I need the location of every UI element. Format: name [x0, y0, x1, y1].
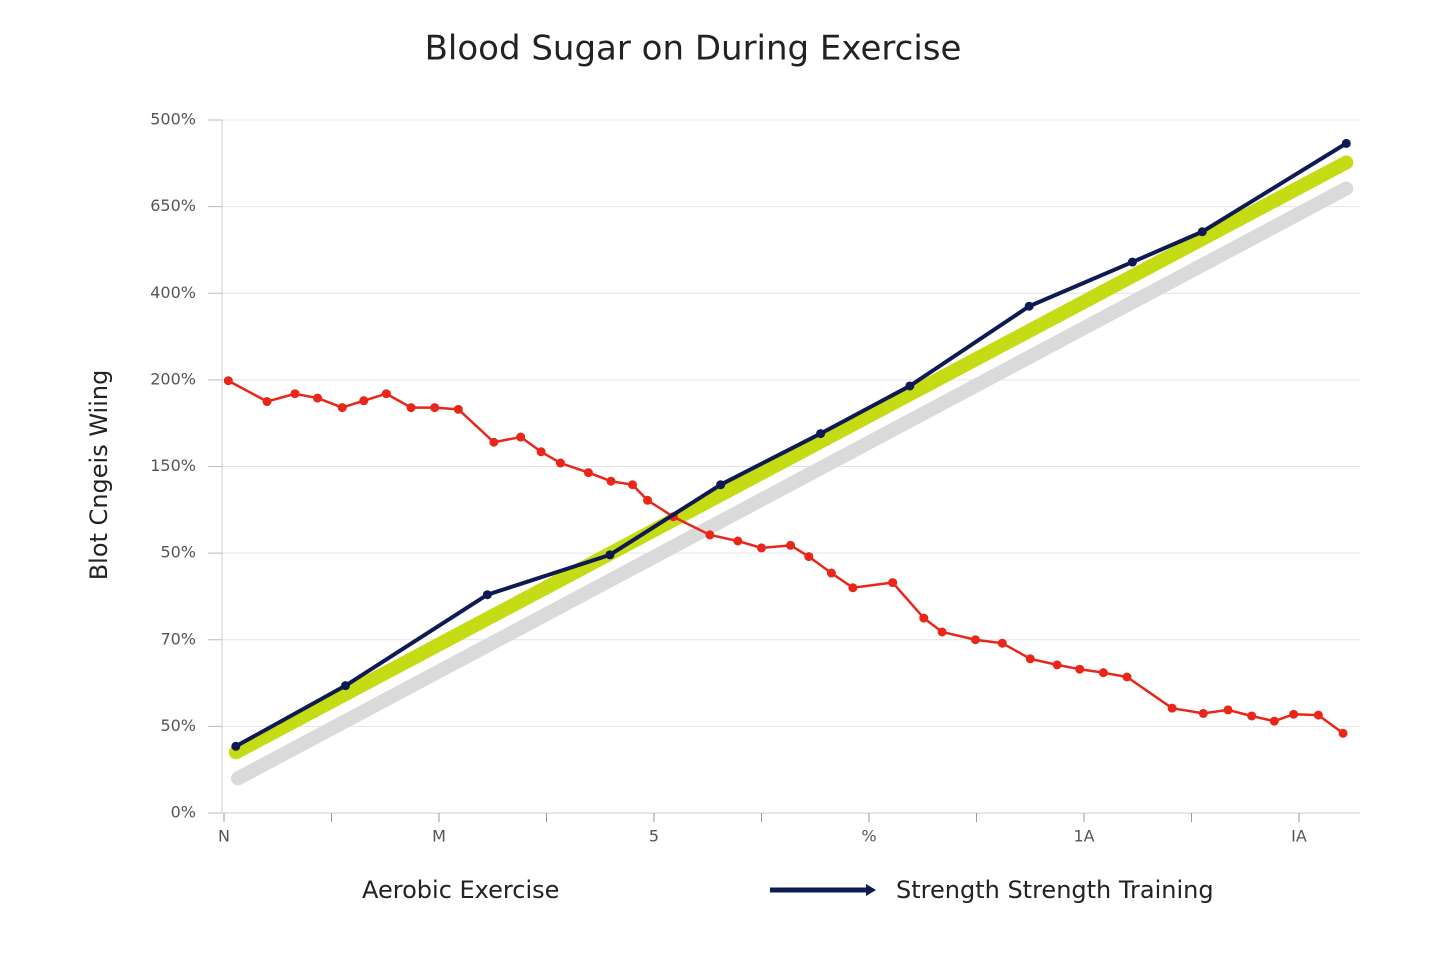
point — [786, 540, 796, 550]
point — [555, 458, 565, 468]
point — [716, 480, 726, 490]
point — [733, 536, 743, 546]
series-line — [227, 379, 1345, 735]
point — [1338, 728, 1348, 738]
point — [516, 432, 526, 442]
point — [757, 543, 766, 553]
point — [536, 447, 546, 457]
point — [1098, 668, 1108, 678]
point — [223, 376, 233, 386]
point — [381, 389, 391, 399]
legend-label: Aerobic Exercise — [362, 876, 559, 904]
point — [937, 627, 947, 637]
point — [337, 403, 347, 413]
point — [231, 741, 241, 751]
y-tick-label: 0% — [171, 803, 196, 822]
point — [1247, 711, 1257, 721]
point — [826, 568, 836, 578]
series-line — [230, 181, 1354, 786]
y-tick-label: 150% — [150, 456, 196, 475]
point — [1024, 301, 1034, 311]
legend-label: Strength Strength Training — [896, 876, 1214, 904]
point — [970, 635, 980, 645]
point — [804, 552, 814, 562]
point — [919, 613, 929, 623]
point — [340, 681, 350, 691]
point — [359, 396, 369, 406]
point — [290, 389, 300, 399]
point — [816, 429, 826, 439]
point — [848, 583, 858, 593]
point — [453, 404, 463, 414]
series-line — [233, 141, 1349, 749]
y-tick-label: 70% — [160, 629, 196, 648]
y-tick-label: 200% — [150, 369, 196, 388]
point — [1313, 710, 1323, 720]
y-tick-label: 50% — [160, 716, 196, 735]
point — [888, 578, 898, 588]
x-tick-label: IA — [1291, 827, 1307, 846]
chart-title: Blood Sugar on During Exercise — [425, 29, 962, 69]
point — [1127, 257, 1137, 267]
x-tick-label: 5 — [649, 827, 659, 846]
point — [643, 495, 653, 505]
y-axis-label: Blot Cngeis Wiing — [85, 370, 113, 581]
point — [406, 403, 416, 413]
y-tick-label: 400% — [150, 283, 196, 302]
point — [1122, 672, 1132, 682]
point — [482, 590, 492, 600]
x-tick-label: % — [861, 827, 876, 846]
legend-symbol — [866, 884, 876, 896]
point — [1075, 664, 1085, 674]
point — [605, 550, 615, 560]
point — [997, 638, 1007, 648]
series-line — [228, 155, 1354, 760]
point — [430, 403, 440, 413]
x-tick-label: N — [218, 827, 230, 846]
point — [905, 381, 915, 391]
point — [1341, 138, 1351, 148]
point — [1289, 709, 1299, 719]
x-tick-label: M — [432, 827, 446, 846]
point — [1269, 716, 1279, 726]
y-tick-label: 50% — [160, 543, 196, 562]
point — [606, 476, 616, 486]
point — [1198, 708, 1208, 718]
point — [262, 397, 272, 407]
point — [1025, 654, 1035, 664]
point — [1052, 660, 1062, 670]
y-tick-label: 650% — [150, 196, 196, 215]
point — [628, 480, 637, 490]
point — [313, 393, 323, 403]
point — [489, 437, 499, 447]
point — [1197, 227, 1207, 237]
point — [1167, 703, 1177, 713]
x-tick-label: 1A — [1073, 827, 1094, 846]
point — [1223, 705, 1233, 715]
point — [583, 468, 593, 478]
y-tick-label: 500% — [150, 110, 196, 129]
point — [705, 530, 715, 540]
